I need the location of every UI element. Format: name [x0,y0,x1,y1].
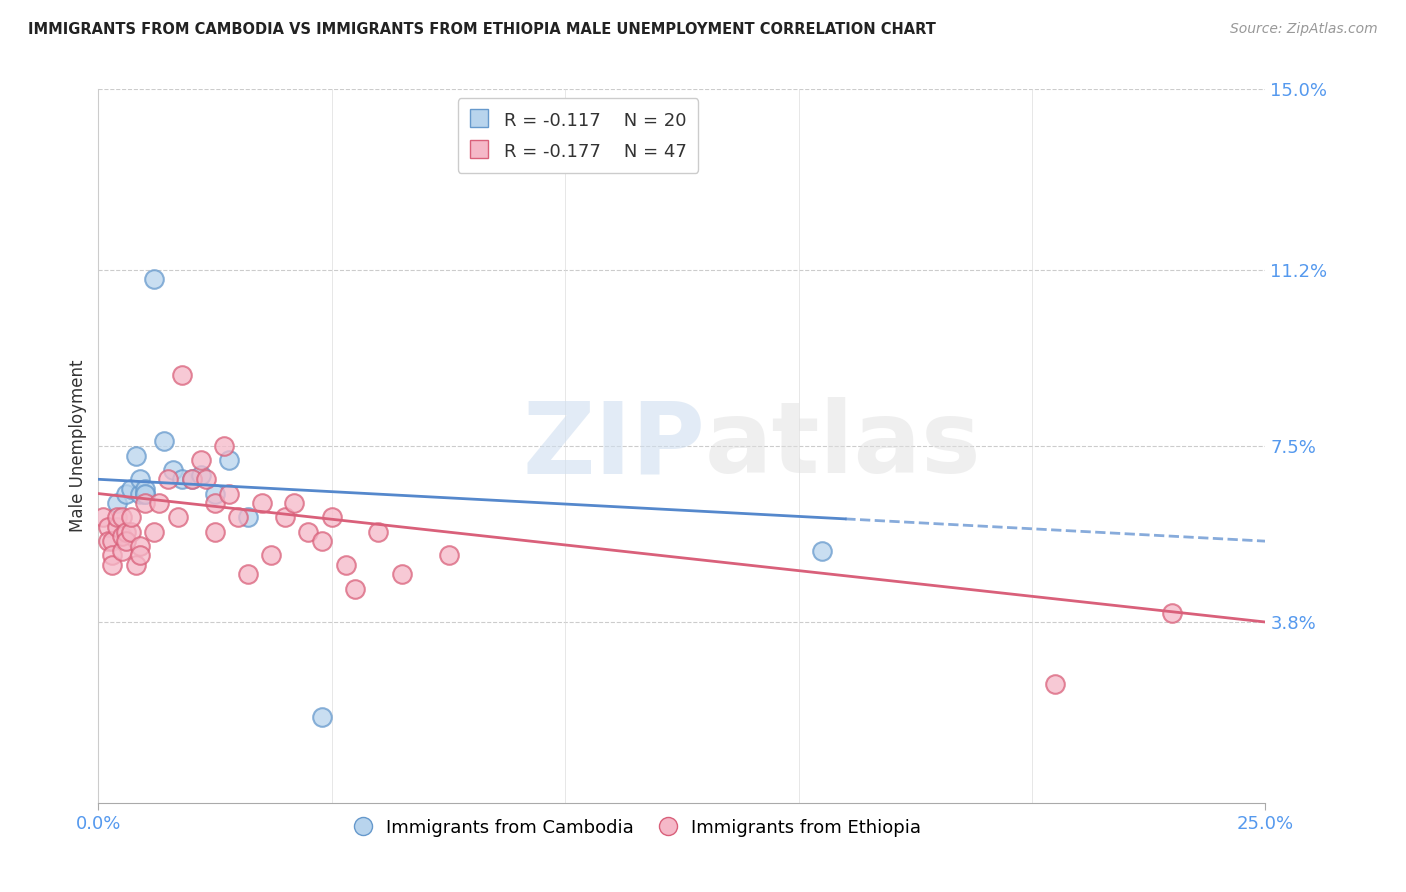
Point [143,272,166,286]
Point [172,472,194,486]
Legend: Immigrants from Cambodia, Immigrants from Ethiopia: Immigrants from Cambodia, Immigrants fro… [342,812,928,844]
Point [321,510,343,524]
Point [214,439,236,453]
Point [344,582,367,596]
Point [283,496,305,510]
Point [129,472,152,486]
Point [115,524,138,539]
Point [120,524,142,539]
Point [97,534,120,549]
Point [335,558,357,572]
Point [134,486,156,500]
Point [204,524,226,539]
Point [311,534,333,549]
Point [134,486,156,500]
Point [115,534,138,549]
Point [172,368,194,382]
Point [129,486,152,500]
Point [204,486,226,500]
Point [134,482,156,496]
Point [391,567,413,582]
Point [111,543,134,558]
Point [190,467,212,482]
Point [111,510,134,524]
Point [236,510,259,524]
Text: IMMIGRANTS FROM CAMBODIA VS IMMIGRANTS FROM ETHIOPIA MALE UNEMPLOYMENT CORRELATI: IMMIGRANTS FROM CAMBODIA VS IMMIGRANTS F… [28,22,936,37]
Point [236,567,259,582]
Point [218,486,240,500]
Point [180,472,202,486]
Point [105,520,128,534]
Point [120,510,142,524]
Point [148,496,170,510]
Point [125,449,148,463]
Point [297,524,319,539]
Point [101,534,124,549]
Point [194,472,217,486]
Point [367,524,389,539]
Point [260,549,283,563]
Point [228,510,250,524]
Point [101,549,124,563]
Point [311,710,333,724]
Point [115,486,138,500]
Point [1045,677,1067,691]
Point [157,472,180,486]
Text: Source: ZipAtlas.com: Source: ZipAtlas.com [1230,22,1378,37]
Point [105,510,128,524]
Y-axis label: Male Unemployment: Male Unemployment [69,359,87,533]
Point [91,510,114,524]
Point [166,510,188,524]
Point [250,496,273,510]
Point [120,482,142,496]
Text: ZIP: ZIP [523,398,706,494]
Point [218,453,240,467]
Point [162,463,184,477]
Point [129,539,152,553]
Point [125,558,148,572]
Point [437,549,460,563]
Point [1161,606,1184,620]
Point [134,496,156,510]
Point [190,453,212,467]
Point [152,434,174,449]
Point [143,524,166,539]
Point [204,496,226,510]
Point [129,549,152,563]
Point [180,472,202,486]
Point [111,529,134,543]
Text: atlas: atlas [706,398,981,494]
Point [811,543,834,558]
Point [105,496,128,510]
Point [97,520,120,534]
Point [274,510,297,524]
Point [101,558,124,572]
